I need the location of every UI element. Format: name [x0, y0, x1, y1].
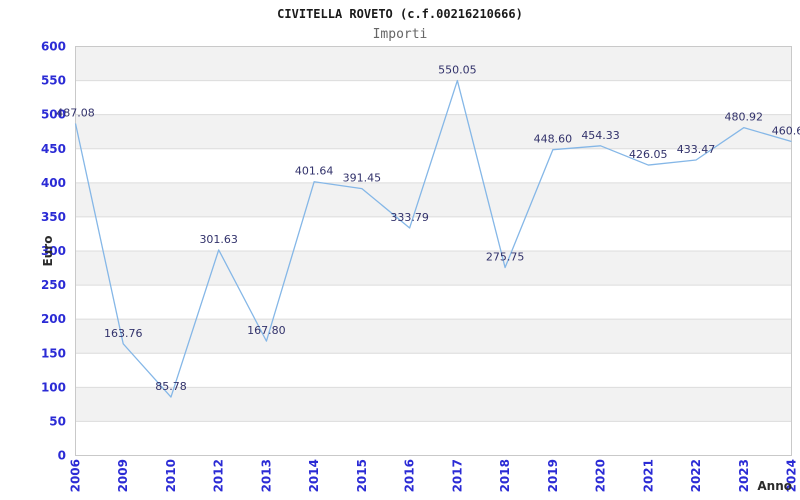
data-point-label: 167.80: [247, 324, 286, 337]
x-axis-tick-label: 2017: [450, 459, 464, 492]
y-axis-tick-label: 150: [41, 346, 66, 360]
x-axis-tick-label: 2006: [69, 459, 83, 492]
y-axis-tick-label: 600: [41, 40, 66, 54]
data-point-label: 426.05: [629, 148, 668, 161]
data-point-label: 448.60: [534, 133, 573, 146]
data-point-label: 460.6: [772, 125, 800, 138]
y-axis-tick-label: 50: [49, 414, 66, 428]
y-axis-tick-label: 550: [41, 74, 66, 88]
y-axis-tick-label: 200: [41, 312, 66, 326]
y-axis-tick-label: 100: [41, 380, 66, 394]
x-axis-tick-label: 2013: [259, 459, 273, 492]
data-point-label: 163.76: [104, 327, 143, 340]
plot-band: [75, 387, 792, 422]
data-point-label: 480.92: [725, 111, 764, 124]
series-line: [74, 79, 792, 398]
data-point-label: 333.79: [390, 211, 429, 224]
data-point-label: 301.63: [199, 233, 238, 246]
data-point-label: 85.78: [155, 380, 187, 393]
x-axis-tick-label: 2024: [785, 459, 799, 492]
x-axis-tick-label: 2015: [355, 459, 369, 492]
data-point-label: 550.05: [438, 64, 477, 77]
x-axis-tick-label: 2022: [689, 459, 703, 492]
plot-border: [75, 46, 792, 456]
data-point-label: 401.64: [295, 165, 334, 178]
data-point-label: 433.47: [677, 143, 716, 156]
x-axis-tick-label: 2020: [594, 459, 608, 492]
x-axis-tick-label: 2019: [546, 459, 560, 492]
plot-band: [75, 251, 792, 286]
plot-band: [75, 114, 792, 149]
y-axis-tick-label: 500: [41, 108, 66, 122]
plot-band: [75, 182, 792, 217]
y-axis-tick-label: 400: [41, 176, 66, 190]
y-axis-tick-label: 450: [41, 142, 66, 156]
data-point-label: 454.33: [581, 129, 620, 142]
y-axis-tick-label: 250: [41, 278, 66, 292]
x-axis-tick-label: 2009: [116, 459, 130, 492]
data-point-label: 391.45: [343, 172, 382, 185]
x-axis-tick-label: 2021: [641, 459, 655, 492]
y-axis-tick-label: 300: [41, 244, 66, 258]
chart-title: CIVITELLA ROVETO (c.f.00216210666): [277, 7, 523, 21]
x-axis-tick-label: 2014: [307, 459, 321, 492]
x-axis-title: Anno: [757, 479, 792, 493]
plot-band: [75, 46, 792, 81]
x-axis-tick-label: 2023: [737, 459, 751, 492]
plot-band: [75, 319, 792, 354]
y-axis-tick-label: 0: [58, 449, 66, 463]
x-axis-tick-label: 2016: [403, 459, 417, 492]
x-axis-tick-label: 2012: [212, 459, 226, 492]
x-axis-tick-label: 2010: [164, 459, 178, 492]
y-axis-tick-label: 350: [41, 210, 66, 224]
chart-subtitle: Importi: [372, 27, 428, 42]
data-point-label: 487.08: [56, 106, 95, 119]
x-axis-tick-label: 2018: [498, 459, 512, 492]
data-point-label: 275.75: [486, 251, 525, 264]
y-axis-title: Euro: [41, 236, 55, 267]
